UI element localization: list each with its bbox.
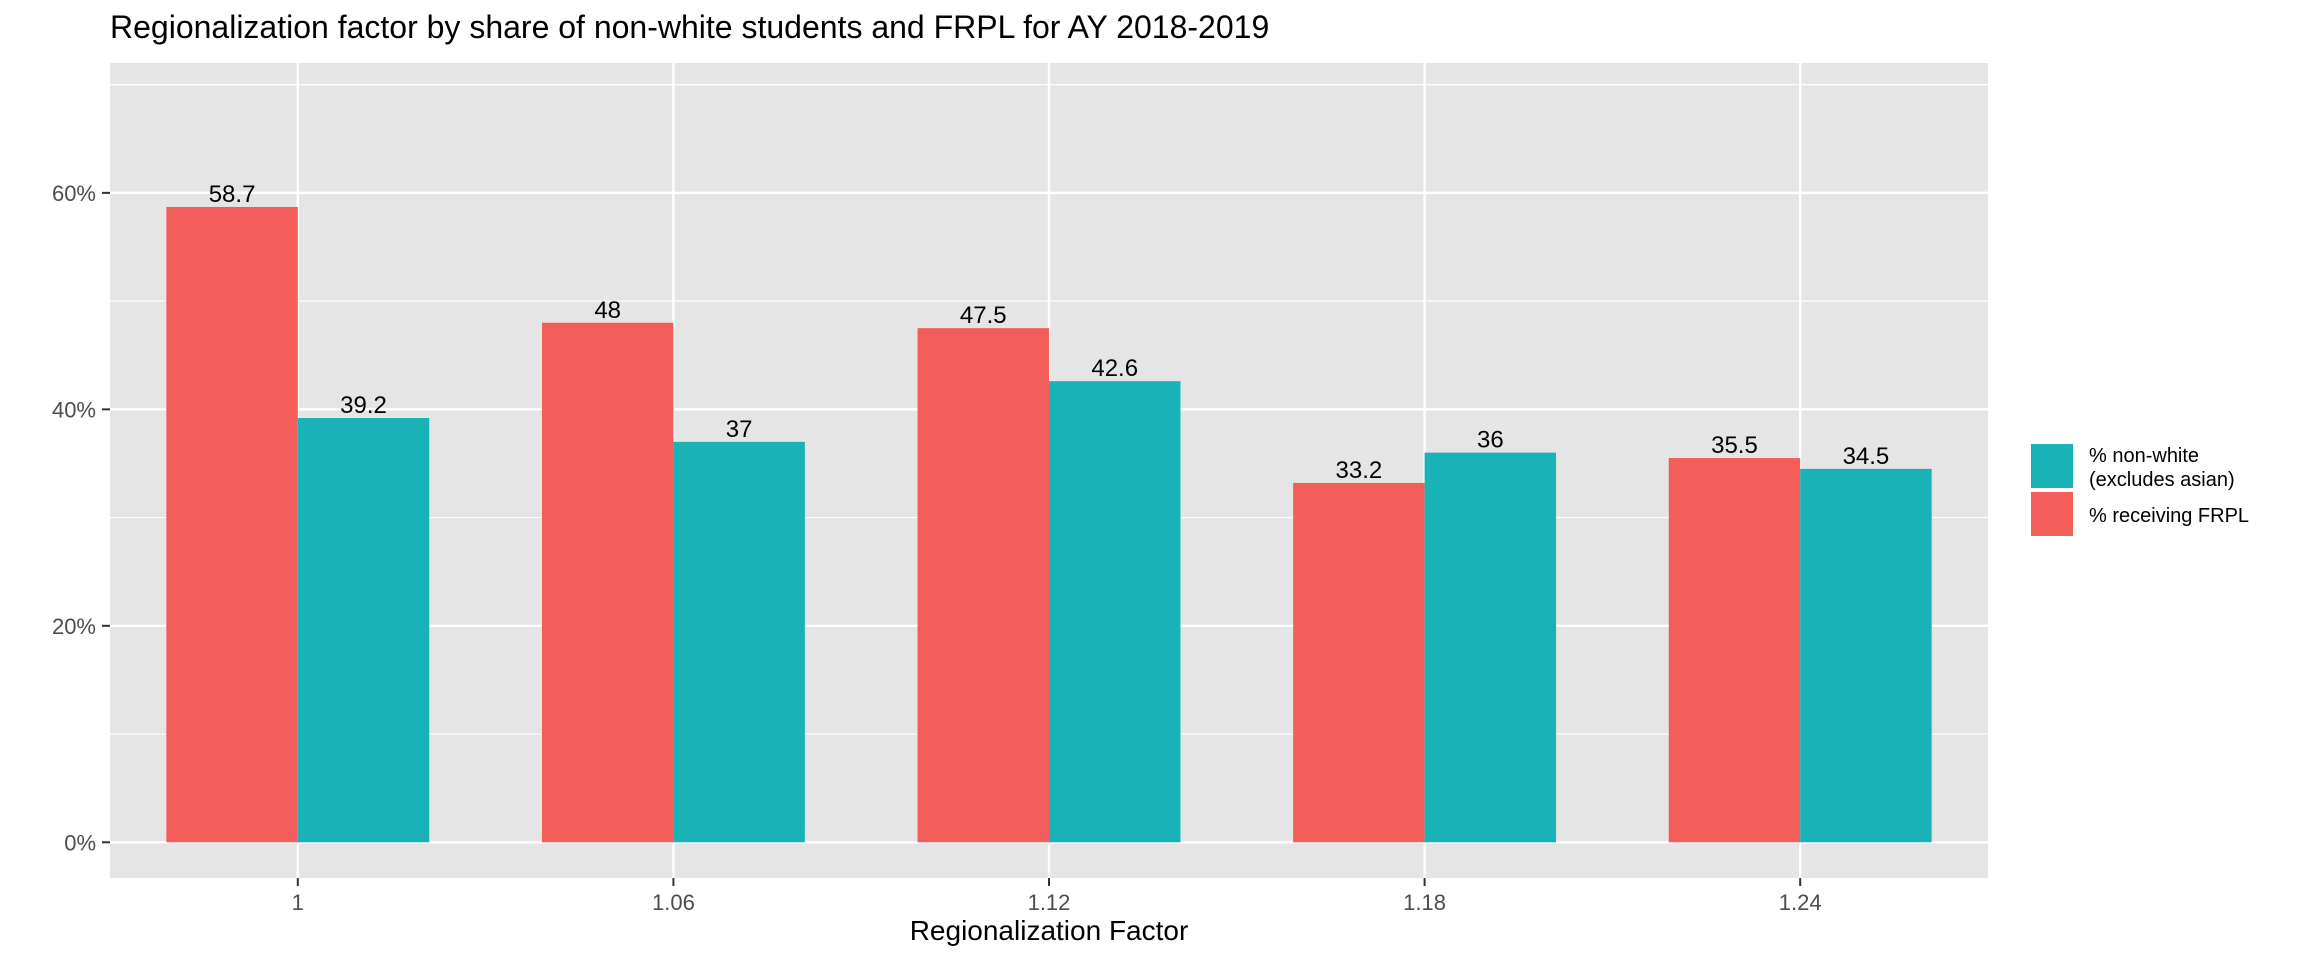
bar-value-label: 48 xyxy=(594,297,621,324)
y-tick-label: 60% xyxy=(52,181,96,206)
bar xyxy=(166,206,298,843)
bar xyxy=(1800,468,1932,843)
bar xyxy=(541,322,674,843)
bar-value-label: 39.2 xyxy=(340,392,387,419)
legend-item: % receiving FRPL xyxy=(2031,492,2249,536)
bar xyxy=(1668,458,1801,843)
legend-label: % receiving FRPL xyxy=(2089,505,2249,527)
chart-title: Regionalization factor by share of non-w… xyxy=(110,9,1269,45)
y-tick-label: 40% xyxy=(52,397,96,422)
bar xyxy=(1293,482,1425,843)
bar-value-label: 42.6 xyxy=(1091,355,1138,382)
y-tick-label: 20% xyxy=(52,614,96,639)
x-axis-title: Regionalization Factor xyxy=(910,915,1189,946)
bars xyxy=(166,206,1932,843)
bar-value-label: 33.2 xyxy=(1336,457,1383,484)
bar-value-label: 36 xyxy=(1477,427,1504,454)
legend-label: % non-white (excludes asian) xyxy=(2089,445,2235,491)
y-axis: 0% 20% 40% 60% xyxy=(52,181,110,855)
bar xyxy=(673,441,805,843)
legend-key xyxy=(2031,492,2073,536)
x-tick-label: 1 xyxy=(292,890,304,915)
x-tick-label: 1.18 xyxy=(1403,890,1446,915)
x-tick-label: 1.12 xyxy=(1028,890,1071,915)
y-tick-label: 0% xyxy=(64,830,96,855)
legend: % non-white (excludes asian) % receiving F… xyxy=(2031,444,2249,536)
bar-value-label: 35.5 xyxy=(1711,432,1758,459)
bar xyxy=(917,328,1049,843)
bar xyxy=(297,418,430,843)
bar-labels: 58.7 39.2 48 37 47.5 42.6 33.2 36 35.5 34.5 xyxy=(209,181,1890,484)
bar-value-label: 37 xyxy=(726,416,753,443)
bar xyxy=(1049,381,1181,843)
bar-value-label: 47.5 xyxy=(960,302,1007,329)
x-axis: 1 1.06 1.12 1.18 1.24 xyxy=(292,878,1822,915)
bar xyxy=(1424,452,1557,843)
legend-item: % non-white (excludes asian) xyxy=(2031,444,2235,491)
bar-value-label: 58.7 xyxy=(209,181,256,208)
bar-value-label: 34.5 xyxy=(1843,443,1890,470)
x-tick-label: 1.06 xyxy=(652,890,695,915)
x-tick-label: 1.24 xyxy=(1779,890,1822,915)
legend-key xyxy=(2031,444,2073,488)
